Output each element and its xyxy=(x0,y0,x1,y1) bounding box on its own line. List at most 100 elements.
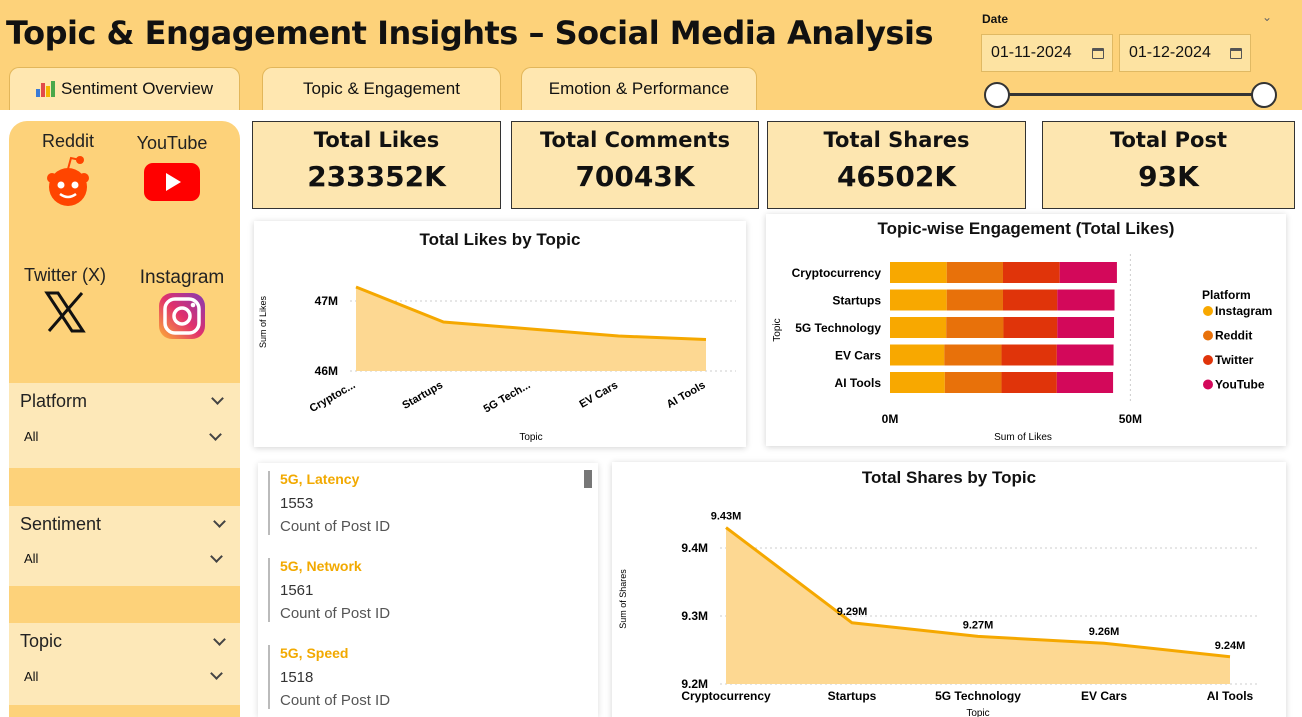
filter-label: Topic xyxy=(20,631,63,651)
bar-segment xyxy=(890,344,945,366)
y-tick-label: 46M xyxy=(315,364,338,378)
chevron-down-icon[interactable] xyxy=(210,550,223,563)
list-item[interactable]: 5G, Speed 1518 Count of Post ID xyxy=(268,645,390,709)
legend-entry: Instagram xyxy=(1215,304,1272,318)
bar-segment xyxy=(946,262,1003,283)
x-axis-label: Topic xyxy=(519,432,542,443)
legend-marker xyxy=(1203,330,1213,341)
series-line xyxy=(355,285,707,341)
calendar-icon[interactable] xyxy=(1092,47,1104,59)
x-tick-label: 0M xyxy=(882,412,899,426)
kpi-total-likes: Total Likes 233352K xyxy=(252,121,501,209)
platform-twitter[interactable]: Twitter (X) xyxy=(14,265,116,339)
legend-marker xyxy=(1203,379,1213,390)
youtube-icon xyxy=(144,163,200,201)
list-scrollbar[interactable] xyxy=(584,470,592,488)
bar-segment xyxy=(1001,344,1057,366)
legend-entry: Reddit xyxy=(1215,329,1252,343)
y-axis-label: Sum of Likes xyxy=(258,295,268,348)
list-item-subtitle: Count of Post ID xyxy=(280,692,391,709)
platform-youtube[interactable]: YouTube xyxy=(126,133,218,209)
data-label: 9.29M xyxy=(837,606,868,618)
y-tick-label: 9.2M xyxy=(681,677,708,691)
bar-segment xyxy=(1056,344,1114,366)
filter-value[interactable]: All xyxy=(24,551,39,566)
calendar-icon[interactable] xyxy=(1230,47,1242,59)
chart-title: Topic-wise Engagement (Total Likes) xyxy=(877,219,1175,238)
list-item-value: 1553 xyxy=(280,495,314,512)
platform-filter[interactable]: Platform All xyxy=(9,383,240,468)
tab-emotion-performance[interactable]: Emotion & Performance xyxy=(521,67,757,110)
x-axis-label: Topic xyxy=(966,708,989,717)
x-axis-label: Sum of Likes xyxy=(994,432,1052,443)
platform-label: YouTube xyxy=(136,133,208,153)
date-slider-track[interactable] xyxy=(996,93,1264,96)
x-tick-label: AI Tools xyxy=(1207,689,1254,703)
date-slider-start-handle[interactable] xyxy=(984,82,1010,108)
chevron-down-icon[interactable]: ⌄ xyxy=(1262,10,1273,24)
kpi-total-post: Total Post 93K xyxy=(1042,121,1295,209)
date-end-input[interactable]: 01-12-2024 xyxy=(1119,34,1251,72)
bar-segment xyxy=(1003,317,1058,338)
platform-instagram[interactable]: Instagram xyxy=(132,267,232,347)
sentiment-filter[interactable]: Sentiment All xyxy=(9,506,240,586)
chevron-down-icon[interactable] xyxy=(213,633,226,646)
filter-value[interactable]: All xyxy=(24,669,39,684)
reddit-icon xyxy=(47,156,89,206)
data-label: 9.43M xyxy=(711,511,742,523)
header-bar: Topic & Engagement Insights – Social Med… xyxy=(0,0,1302,110)
data-label: 9.24M xyxy=(1215,640,1246,652)
chevron-down-icon[interactable] xyxy=(210,667,223,680)
page-title: Topic & Engagement Insights – Social Med… xyxy=(6,14,933,52)
tab-topic-engagement[interactable]: Topic & Engagement xyxy=(262,67,501,110)
bar-segment xyxy=(946,317,1004,338)
bar-segment xyxy=(944,344,1002,366)
x-tick-label: Startups xyxy=(828,689,877,703)
y-tick-label: EV Cars xyxy=(835,349,881,363)
y-axis-label: Topic xyxy=(772,318,783,341)
kpi-total-shares: Total Shares 46502K xyxy=(767,121,1026,209)
date-end-value: 01-12-2024 xyxy=(1129,44,1211,61)
date-start-value: 01-11-2024 xyxy=(991,44,1072,61)
filter-value[interactable]: All xyxy=(24,429,39,444)
platform-reddit[interactable]: Reddit xyxy=(20,131,116,215)
kpi-label: Total Likes xyxy=(313,128,440,152)
kpi-label: Total Post xyxy=(1109,128,1228,152)
bar-segment xyxy=(1056,372,1114,393)
list-item[interactable]: 5G, Network 1561 Count of Post ID xyxy=(268,558,390,622)
kpi-value: 233352K xyxy=(307,160,446,193)
date-slider-end-handle[interactable] xyxy=(1251,82,1277,108)
list-item-value: 1561 xyxy=(280,582,314,599)
x-tick-label: 5G Tech... xyxy=(482,379,533,415)
bar-segment xyxy=(1057,317,1115,338)
kpi-total-comments: Total Comments 70043K xyxy=(511,121,759,209)
engagement-stacked-bar-chart[interactable]: Cryptocurrency Startups 5G Technology EV Ca… xyxy=(766,214,1286,446)
chart-title: Total Likes by Topic xyxy=(419,230,581,249)
list-item-title: 5G, Network xyxy=(280,558,362,574)
list-item-subtitle: Count of Post ID xyxy=(280,605,391,622)
bar-segment xyxy=(944,372,1002,393)
bar-segment xyxy=(1057,289,1115,311)
kpi-label: Total Comments xyxy=(539,128,730,152)
date-start-input[interactable]: 01-11-2024 xyxy=(981,34,1113,72)
x-logo-icon xyxy=(44,291,86,333)
tab-sentiment-overview[interactable]: Sentiment Overview xyxy=(9,67,240,110)
list-item[interactable]: 5G, Latency 1553 Count of Post ID xyxy=(268,471,390,535)
list-item-value: 1518 xyxy=(280,669,314,686)
kpi-value: 93K xyxy=(1138,160,1199,193)
chevron-down-icon[interactable] xyxy=(213,515,226,528)
chevron-down-icon[interactable] xyxy=(209,428,222,441)
topic-filter[interactable]: Topic All xyxy=(9,623,240,705)
y-tick-label: 5G Technology xyxy=(795,321,881,335)
bar-segment xyxy=(1002,262,1060,283)
y-tick-label: Cryptocurrency xyxy=(792,266,882,280)
chevron-down-icon[interactable] xyxy=(211,392,224,405)
y-tick-label: 47M xyxy=(315,294,338,308)
legend-title: Platform xyxy=(1202,288,1251,302)
x-tick-label: Cryptocurrency xyxy=(681,689,771,703)
x-tick-label: 50M xyxy=(1119,412,1142,426)
instagram-icon xyxy=(159,293,205,339)
bar-segment xyxy=(890,317,947,338)
